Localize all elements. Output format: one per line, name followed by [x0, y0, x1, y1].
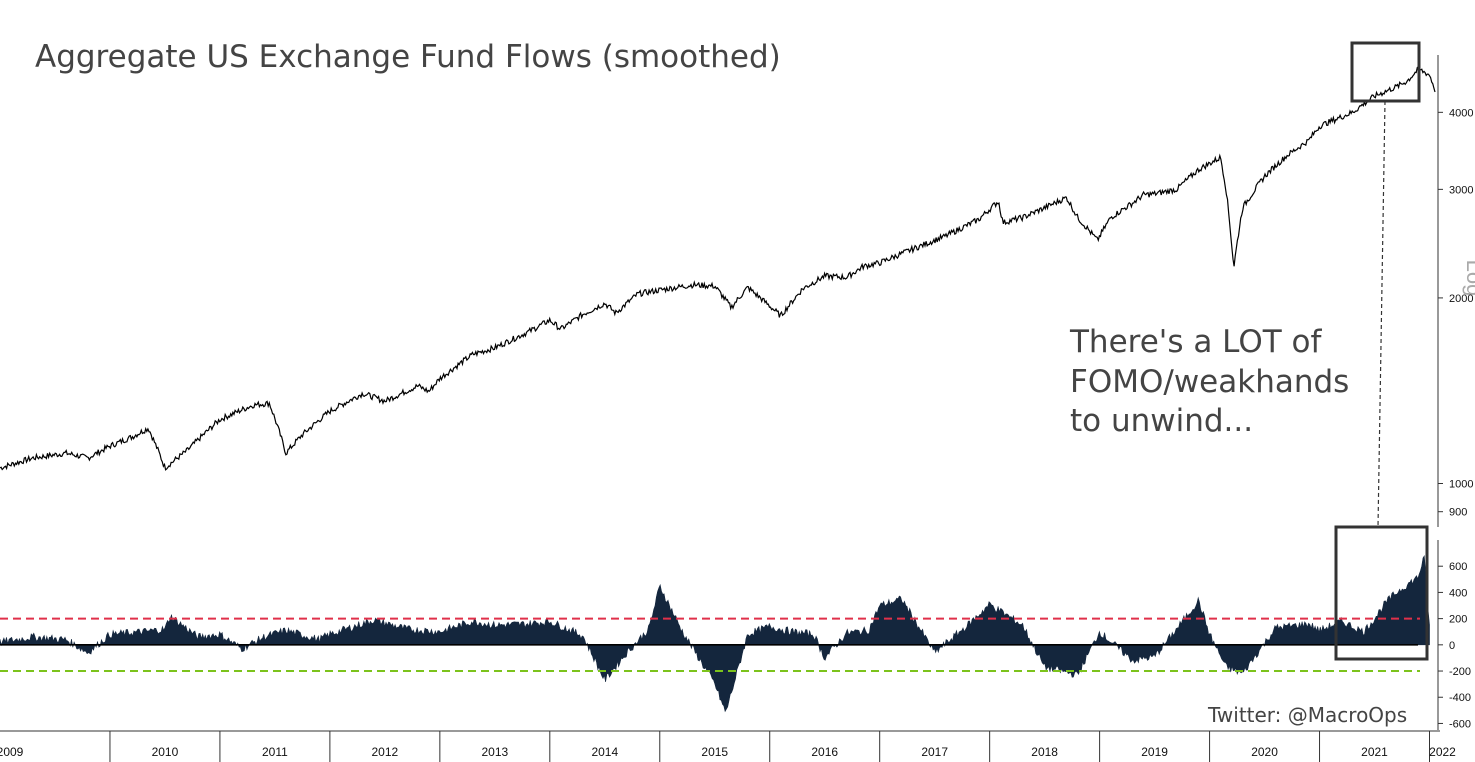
x-axis: 2009 2010 2011 2012 2013 2014 2015 2016 2017 2018…	[0, 731, 1456, 762]
year-label: 2020	[1251, 745, 1278, 759]
annotation-line-1: There's a LOT of	[1069, 324, 1322, 360]
lower-tick-label: -400	[1449, 692, 1471, 704]
series-line	[0, 65, 1436, 471]
annotation-text: There's a LOT of FOMO/weakhands to unwin…	[1069, 324, 1349, 439]
lower-tick-label: -600	[1449, 718, 1471, 730]
year-label: 2017	[921, 745, 948, 759]
year-label: 2014	[591, 745, 618, 759]
lower-tick-label: -200	[1449, 666, 1471, 678]
annotation-line-3: to unwind...	[1070, 403, 1253, 439]
y-axis-scale-label: Log	[1462, 260, 1475, 297]
year-label: 2018	[1031, 745, 1058, 759]
connector-line	[1377, 100, 1386, 528]
year-label: 2019	[1141, 745, 1168, 759]
year-label: 2010	[152, 745, 179, 759]
upper-tick-labels: 4000 3000 2000 1000 900	[1438, 107, 1473, 519]
annotation-line-2: FOMO/weakhands	[1070, 364, 1349, 400]
upper-tick-label: 1000	[1449, 478, 1473, 490]
year-label: 2021	[1361, 745, 1388, 759]
upper-tick-label: 4000	[1449, 107, 1473, 119]
chart-title: Aggregate US Exchange Fund Flows (smooth…	[35, 39, 781, 75]
upper-tick-label: 900	[1449, 507, 1467, 519]
highlight-box-lower	[1334, 525, 1429, 661]
year-label: 2009	[0, 745, 24, 759]
reference-lines	[0, 617, 1420, 673]
upper-tick-label: 2000	[1449, 293, 1473, 305]
upper-tick-label: 3000	[1449, 184, 1473, 196]
year-label: 2011	[262, 745, 288, 759]
lower-tick-label: 0	[1449, 640, 1455, 652]
year-label: 2016	[811, 745, 838, 759]
highlight-box-upper	[1350, 41, 1421, 103]
year-label: 2013	[481, 745, 508, 759]
lower-tick-label: 200	[1449, 614, 1467, 626]
flow-area	[0, 554, 1430, 713]
year-label: 2022	[1429, 745, 1456, 759]
lower-tick-labels: 600 400 200 0 -200 -400 -600	[1438, 561, 1471, 730]
lower-tick-label: 600	[1449, 561, 1467, 573]
credit-text: Twitter: @MacroOps	[1207, 703, 1407, 727]
year-label: 2015	[701, 745, 728, 759]
lower-tick-label: 400	[1449, 587, 1467, 599]
year-label: 2012	[372, 745, 399, 759]
